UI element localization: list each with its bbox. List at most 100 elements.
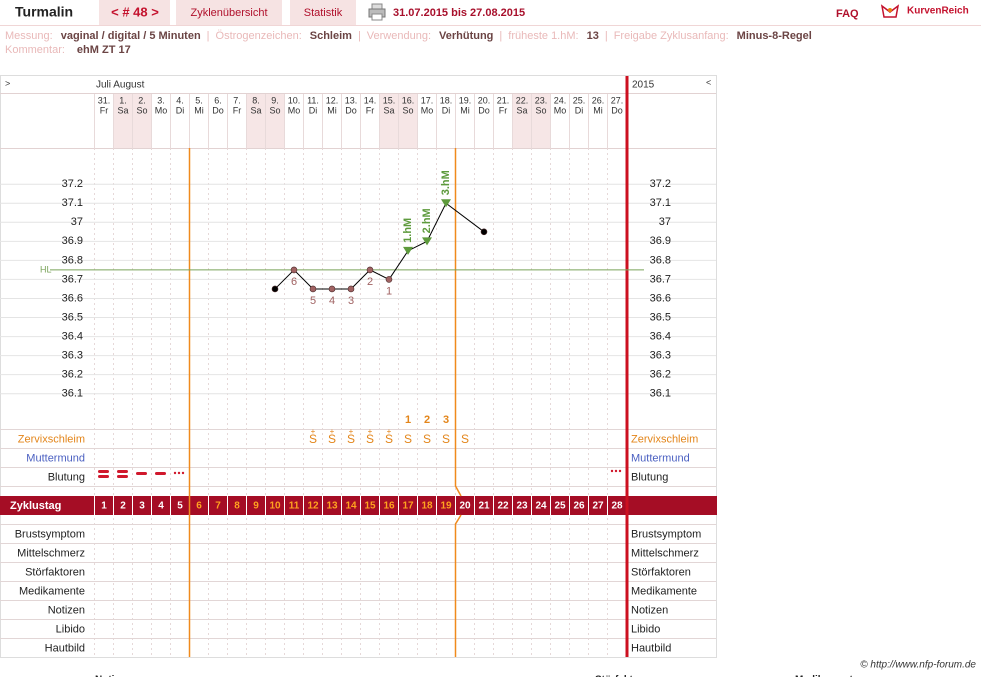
date-label: 22. (516, 95, 529, 105)
info-separator: | (605, 30, 608, 42)
date-label: 14. (364, 95, 377, 105)
info-label: Kommentar: (5, 44, 65, 56)
info-value: ehM ZT 17 (77, 44, 131, 56)
cycle-day: 5 (177, 501, 183, 512)
grid (0, 93, 716, 657)
date-label: 5. (195, 95, 203, 105)
info-separator: | (358, 30, 361, 42)
nav-left[interactable]: > (5, 78, 10, 88)
y-tick-label: 36.4 (62, 330, 83, 342)
cycle-day: 13 (326, 501, 338, 512)
point-label: 1 (386, 285, 392, 297)
logo-text[interactable]: KurvenReich (907, 6, 969, 17)
temperature-marker (422, 237, 432, 246)
cycle-day: 17 (402, 501, 414, 512)
row-label: Zervixschleim (18, 433, 85, 445)
peak-count: 3 (443, 414, 449, 426)
weekend-shade (379, 94, 399, 148)
y-tick-label-right: 36.4 (650, 330, 671, 342)
cervix-symbol: S (347, 432, 355, 446)
weekday-label: So (402, 105, 413, 115)
date-label: 12. (326, 95, 339, 105)
weekday-label: Sa (250, 105, 261, 115)
faq-link[interactable]: FAQ (836, 8, 859, 20)
cycle-day: 7 (215, 501, 221, 512)
cycle-day: 22 (497, 501, 509, 512)
date-label: 4. (176, 95, 184, 105)
cervix-plus: + (368, 427, 373, 436)
temperature-marker (309, 285, 317, 293)
cervix-plus: + (311, 427, 316, 436)
cervix-symbol: S (385, 432, 393, 446)
tab-label[interactable]: Zyklenübersicht (190, 7, 267, 19)
cervix-symbol: S (442, 432, 450, 446)
cervix-symbol: S (366, 432, 374, 446)
date-label: 21. (497, 95, 510, 105)
point-label: 1.hM (402, 218, 414, 243)
row-label: Hautbild (45, 642, 85, 654)
date-range: 31.07.2015 bis 27.08.2015 (393, 7, 525, 19)
row-label-right: Störfaktoren (631, 566, 691, 578)
date-label: 3. (157, 95, 165, 105)
weekday-label: Sa (383, 105, 394, 115)
temperature-plot: HL 6 5 4 3 2 1 1.hM 2.hM 3.hM (40, 170, 644, 307)
info-label: Freigabe Zyklusanfang: (614, 30, 729, 42)
weekday-label: Fr (366, 105, 375, 115)
tab[interactable] (176, 0, 282, 25)
weekday-label: Mi (593, 105, 603, 115)
weekday-label: Di (442, 105, 451, 115)
temperature-marker (385, 276, 393, 283)
temperature-marker (290, 266, 298, 274)
printer-icon[interactable] (368, 3, 386, 21)
date-label: 11. (307, 95, 319, 105)
cycle-day: 16 (383, 501, 395, 512)
cervix-symbol: S (309, 432, 317, 446)
info-lines: Messung: vaginal / digital / 5 Minuten | Ös… (5, 30, 812, 56)
bleeding-marks (98, 469, 622, 478)
cycle-nav-box[interactable] (99, 0, 170, 25)
cycle-day: 11 (289, 501, 300, 512)
info-separator: | (499, 30, 502, 42)
temperature-marker (271, 285, 279, 293)
date-label: 20. (478, 95, 491, 105)
month-label: Juli August (96, 80, 145, 91)
date-label: 24. (554, 95, 567, 105)
row-label: Libido (56, 623, 85, 635)
info-value: Verhütung (439, 30, 493, 42)
row-label-right: Notizen (631, 604, 668, 616)
point-label: 5 (310, 295, 316, 307)
cut-label: Notizen (95, 675, 131, 677)
cervix-symbol: S (404, 432, 412, 446)
point-label: 2.hM (421, 208, 433, 233)
info-label: Messung: (5, 30, 53, 42)
weekday-label: So (136, 105, 147, 115)
date-label: 7. (233, 95, 241, 105)
tab[interactable] (290, 0, 356, 25)
weekday-label: Do (345, 105, 357, 115)
row-label-right: Medikamente (631, 585, 697, 597)
cycle-nav[interactable]: < # 48 > (111, 4, 159, 19)
cut-label: Störfaktoren (595, 675, 654, 677)
cycle-day: 18 (421, 501, 433, 512)
y-tick-label-right: 36.8 (650, 254, 671, 266)
date-label: 9. (271, 95, 279, 105)
row-label: Medikamente (19, 585, 85, 597)
weekday-label: Do (478, 105, 490, 115)
row-label: Mittelschmerz (17, 547, 85, 559)
nav-right[interactable]: < (706, 77, 711, 87)
y-tick-label-right: 37 (659, 216, 671, 228)
weekday-label: Mo (554, 105, 567, 115)
tab-label[interactable]: Statistik (304, 7, 343, 19)
date-label: 15. (383, 95, 396, 105)
weekday-label: Mo (421, 105, 434, 115)
date-label: 1. (119, 95, 127, 105)
weekday-label: Di (575, 105, 584, 115)
weekday-label: Do (611, 105, 623, 115)
y-tick-label-right: 36.5 (650, 311, 671, 323)
cycle-day: 28 (611, 501, 623, 512)
weekday-label: Fr (499, 105, 508, 115)
y-tick-label: 36.1 (62, 388, 83, 400)
row-label: Störfaktoren (25, 566, 85, 578)
cervix-plus: + (330, 427, 335, 436)
